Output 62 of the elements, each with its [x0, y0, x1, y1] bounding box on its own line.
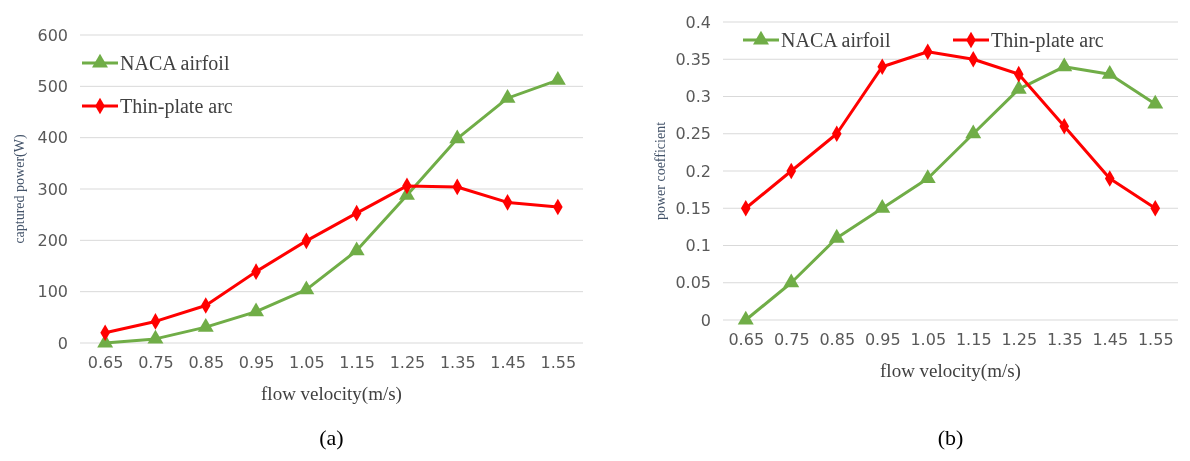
- x-tick-label: 1.45: [1092, 330, 1129, 350]
- y-tick-label: 0.35: [675, 49, 711, 69]
- point: [737, 310, 754, 325]
- point: [248, 302, 265, 317]
- y-tick-label: 0.2: [685, 161, 711, 181]
- x-tick-label: 1.55: [540, 353, 577, 373]
- legend-label: NACA airfoil: [781, 29, 891, 51]
- point: [449, 129, 466, 144]
- x-tick-label: 1.45: [490, 353, 526, 373]
- legend-label: NACA airfoil: [120, 52, 230, 74]
- y-tick-label: 0.1: [685, 236, 711, 256]
- x-tick-label: 0.95: [238, 353, 275, 373]
- point: [828, 228, 845, 243]
- x-tick-label: 0.65: [728, 330, 765, 350]
- x-axis-title: flow velocity(m/s): [261, 383, 402, 405]
- point: [874, 199, 891, 213]
- x-tick-label: 1.55: [1137, 330, 1174, 350]
- x-tick-label: 1.15: [955, 330, 992, 350]
- x-tick-label: 0.75: [773, 330, 810, 350]
- x-tick-label: 0.95: [864, 330, 901, 350]
- x-tick-label: 1.35: [439, 353, 476, 373]
- point: [549, 70, 566, 85]
- y-axis-title: captured power(W): [12, 134, 28, 244]
- y-tick-label: 500: [37, 76, 68, 96]
- point: [499, 88, 516, 103]
- x-axis-title: flow velocity(m/s): [880, 360, 1021, 382]
- x-tick-label: 1.05: [910, 330, 947, 350]
- point: [965, 124, 982, 139]
- x-tick-label: 1.25: [389, 353, 426, 373]
- y-tick-label: 0.4: [685, 12, 711, 32]
- y-tick-label: 100: [37, 282, 68, 302]
- text: (b): [937, 425, 964, 450]
- y-tick-label: 600: [37, 25, 68, 45]
- text: (a): [319, 425, 344, 450]
- point: [1056, 57, 1073, 72]
- x-tick-label: 0.85: [819, 330, 856, 350]
- legend-label: Thin-plate arc: [991, 29, 1104, 52]
- legend-label: Thin-plate arc: [120, 95, 233, 118]
- x-tick-label: 1.35: [1046, 330, 1083, 350]
- point: [298, 280, 315, 295]
- x-tick-label: 0.65: [87, 353, 124, 373]
- y-axis-title: power coefficient: [653, 121, 668, 221]
- x-tick-label: 0.85: [188, 353, 225, 373]
- x-tick-label: 1.15: [339, 353, 375, 373]
- point: [1101, 64, 1118, 79]
- point: [348, 241, 365, 256]
- point: [919, 169, 936, 184]
- y-tick-label: 0: [57, 333, 68, 353]
- y-tick-label: 0.25: [675, 124, 711, 144]
- y-tick-label: 0.15: [675, 198, 711, 218]
- y-tick-label: 0: [700, 310, 711, 330]
- y-tick-label: 0.05: [675, 273, 711, 293]
- point: [1010, 79, 1027, 94]
- x-tick-label: 1.25: [1001, 330, 1038, 350]
- point: [783, 273, 800, 288]
- point: [1147, 94, 1164, 109]
- y-tick-label: 200: [37, 230, 68, 250]
- y-tick-label: 400: [37, 128, 68, 148]
- y-tick-label: 300: [37, 179, 68, 199]
- x-tick-label: 1.05: [289, 353, 325, 373]
- y-tick-label: 0.3: [685, 87, 711, 107]
- x-tick-label: 0.75: [138, 353, 174, 373]
